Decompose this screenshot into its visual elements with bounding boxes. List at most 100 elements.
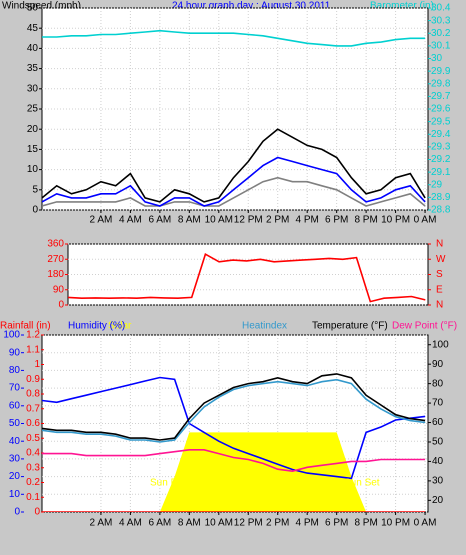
y2-tick-label: 29: [431, 179, 443, 190]
y-tick-label: 50: [27, 3, 39, 14]
y-tick-label: 80: [9, 365, 21, 376]
y3-tick-label: 1.2: [26, 330, 40, 341]
series-label: Temperature (°F): [312, 321, 388, 332]
y-tick-label: 90: [53, 284, 65, 295]
series-line: [42, 128, 426, 203]
y-tick-label: 45: [27, 23, 39, 34]
y2-tick-label: 30: [431, 53, 443, 64]
x-tick-label: 8 PM: [354, 215, 377, 226]
x-tick-label: 0 AM: [414, 518, 437, 529]
x-tick-label: 12 PM: [234, 215, 263, 226]
y-tick-label: 0: [58, 300, 64, 311]
y-tick-label: 270: [47, 254, 64, 265]
y3-tick-label: 1: [34, 359, 40, 370]
x-tick-label: 12 PM: [234, 518, 263, 529]
y-tick-label: 40: [9, 436, 21, 447]
y-tick-label: 5: [32, 184, 38, 195]
y-tick-label: 70: [9, 383, 21, 394]
y2-tick-label: 28.9: [431, 192, 451, 203]
y2-tick-label: 29.9: [431, 66, 451, 77]
y3-tick-label: 1.1: [26, 344, 40, 355]
y2-tick-label: E: [436, 284, 443, 295]
y2-tick-label: 29.1: [431, 167, 451, 178]
y3-tick-label: 0.8: [26, 389, 40, 400]
series-line: [42, 449, 426, 473]
y2-tick-label: 80: [432, 378, 444, 389]
y-tick-label: 360: [47, 239, 64, 250]
y2-tick-label: W: [436, 254, 446, 265]
series-line: [42, 378, 426, 443]
x-tick-label: 2 PM: [266, 518, 289, 529]
x-tick-label: 6 PM: [325, 215, 348, 226]
y2-tick-label: N: [436, 239, 443, 250]
x-tick-label: 4 AM: [119, 518, 142, 529]
y2-tick-label: 29.4: [431, 129, 451, 140]
y3-tick-label: 0.3: [26, 462, 40, 473]
y2-tick-label: 30.3: [431, 15, 451, 26]
annotation: Sun Rise: [150, 478, 191, 489]
y-tick-label: 100: [3, 330, 20, 341]
y2-tick-label: 29.8: [431, 78, 451, 89]
x-tick-label: 0 AM: [414, 215, 437, 226]
area: [42, 432, 426, 512]
series-label: Humidity (%): [68, 321, 125, 332]
x-tick-label: 10 AM: [205, 215, 233, 226]
y-tick-label: 25: [27, 104, 39, 115]
y2-axis-label: Barometer (in): [370, 1, 434, 12]
y-axis-label: Windspeed (mph): [2, 1, 81, 12]
series-line: [42, 373, 426, 441]
y2-tick-label: 30.2: [431, 28, 451, 39]
y2-tick-label: 30.4: [431, 3, 451, 14]
y-tick-label: 10: [9, 489, 21, 500]
y3-tick-label: 0.5: [26, 433, 40, 444]
x-tick-label: 8 AM: [178, 215, 201, 226]
y-tick-label: 0: [32, 205, 38, 216]
x-tick-label: 2 AM: [90, 518, 113, 529]
series-line: [42, 176, 426, 207]
series-line: [68, 253, 426, 303]
y2-tick-label: 29.6: [431, 104, 451, 115]
y2-tick-label: S: [436, 269, 443, 280]
x-tick-label: 4 AM: [119, 215, 142, 226]
y3-tick-label: 0.2: [26, 477, 40, 488]
y3-tick-label: 0.1: [26, 492, 40, 503]
y2-tick-label: 90: [432, 359, 444, 370]
y-tick-label: 20: [27, 124, 39, 135]
y2-tick-label: 29.2: [431, 154, 451, 165]
series-line: [42, 376, 426, 480]
y2-tick-label: 29.5: [431, 116, 451, 127]
y-tick-label: 35: [27, 63, 39, 74]
x-tick-label: 8 PM: [354, 518, 377, 529]
x-tick-label: 2 AM: [90, 215, 113, 226]
y2-tick-label: N: [436, 300, 443, 311]
y2-tick-label: 100: [432, 339, 449, 350]
y2-tick-label: 29.7: [431, 91, 451, 102]
y-tick-label: 60: [9, 400, 21, 411]
series-line: [42, 156, 426, 207]
series-label: Solar: [108, 321, 132, 332]
y-tick-label: 10: [27, 164, 39, 175]
y2-tick-label: 70: [432, 398, 444, 409]
y-tick-label: 90: [9, 347, 21, 358]
y-tick-label: 30: [27, 83, 39, 94]
series-label: Dew Point (°F): [392, 321, 457, 332]
series-line: [42, 29, 426, 47]
y2-tick-label: 30.1: [431, 41, 451, 52]
x-tick-label: 4 PM: [296, 518, 319, 529]
x-tick-label: 6 PM: [325, 518, 348, 529]
x-tick-label: 10 AM: [205, 518, 233, 529]
y-tick-label: 40: [27, 43, 39, 54]
y-tick-label: 0: [14, 507, 20, 518]
x-tick-label: 6 AM: [148, 518, 171, 529]
x-tick-label: 10 PM: [381, 215, 410, 226]
y2-tick-label: 50: [432, 437, 444, 448]
y-tick-label: 20: [9, 471, 21, 482]
y3-tick-label: 0.7: [26, 403, 40, 414]
y3-tick-label: 0: [34, 507, 40, 518]
y2-tick-label: 60: [432, 417, 444, 428]
y-tick-label: 30: [9, 454, 21, 465]
y-tick-label: 50: [9, 418, 21, 429]
annotation: Sun Set: [344, 478, 380, 489]
x-tick-label: 2 PM: [266, 215, 289, 226]
